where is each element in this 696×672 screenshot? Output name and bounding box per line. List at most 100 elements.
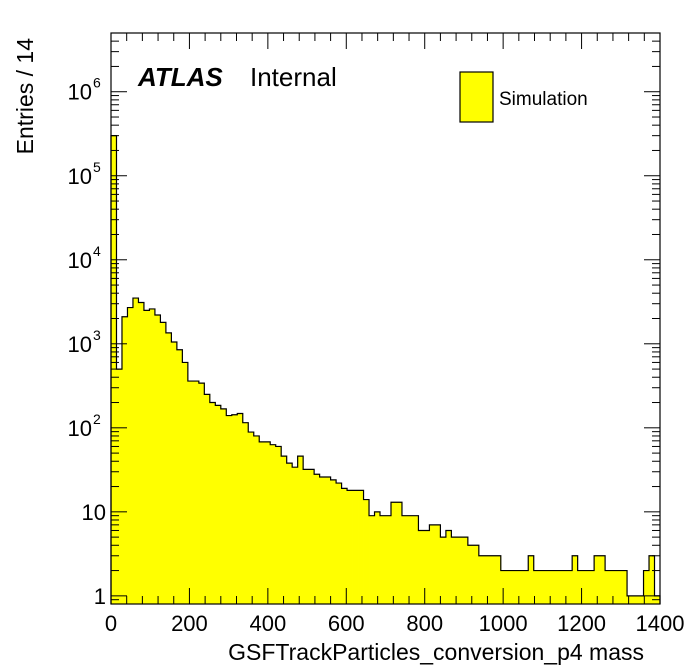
x-tick-label: 200 (171, 611, 208, 636)
histogram-bin (308, 469, 315, 604)
histogram-bin (292, 467, 299, 604)
histogram-bin (511, 570, 518, 604)
histogram-bin (204, 394, 211, 604)
histogram-bin (599, 555, 606, 604)
histogram-bin (638, 595, 644, 604)
histogram-bin (616, 570, 622, 604)
x-tick-label: 800 (406, 611, 443, 636)
y-tick-exponent: 4 (93, 243, 101, 259)
histogram-bin (456, 537, 463, 604)
y-tick-base: 10 (68, 416, 92, 441)
histogram-bin (445, 530, 452, 604)
histogram-bin (462, 537, 469, 604)
histogram-bin (121, 316, 128, 604)
histogram-bin (561, 570, 568, 604)
histogram-bin (539, 570, 546, 604)
histogram-bin (594, 555, 601, 604)
histogram-bin (138, 302, 145, 604)
y-tick-exponent: 5 (93, 159, 101, 175)
histogram-bin (160, 322, 167, 604)
histogram-bin (127, 307, 134, 604)
histogram-bin (632, 595, 639, 604)
histogram-bin (281, 456, 288, 604)
y-tick-base: 10 (82, 500, 106, 525)
histogram-bin (132, 298, 139, 604)
histogram-bin (500, 570, 507, 604)
histogram-bin (473, 545, 480, 604)
histogram-bin (198, 383, 205, 604)
x-tick-label: 1200 (557, 611, 606, 636)
internal-label: Internal (250, 62, 337, 92)
histogram-bin (451, 537, 458, 604)
histogram-bin (489, 555, 496, 604)
histogram-bin (149, 308, 156, 604)
y-tick-label: 10 4 (68, 243, 101, 273)
histogram-outline (110, 135, 661, 604)
histogram-bin (643, 570, 650, 604)
histogram-bin (517, 570, 524, 604)
histogram-bin (231, 414, 238, 604)
histogram-bin (418, 530, 425, 604)
histogram-bin (440, 537, 447, 604)
histogram-bin (506, 570, 513, 604)
histogram-bin (358, 490, 364, 604)
histogram-bin (566, 570, 573, 604)
histogram-bin (215, 405, 222, 604)
histogram-bin (649, 555, 655, 604)
axis-ticks (110, 32, 661, 605)
y-tick-label: 10 (82, 500, 106, 525)
y-tick-base: 1 (94, 584, 106, 609)
y-tick-base: 10 (68, 164, 92, 189)
y-axis-title: Entries / 14 (12, 38, 38, 155)
y-tick-label: 10 3 (68, 327, 101, 357)
histogram-bin (478, 555, 485, 604)
histogram-bin (297, 456, 304, 604)
histogram-bin (385, 515, 392, 604)
histogram-bin (270, 444, 277, 604)
histogram-bin (111, 135, 117, 604)
histogram-bin (253, 435, 260, 604)
histogram-bin (412, 515, 419, 604)
x-tick-label: 1400 (636, 611, 685, 636)
histogram-bin (588, 570, 595, 604)
y-tick-label: 10 5 (68, 159, 101, 189)
histogram-bin (182, 362, 189, 604)
histogram-bin (621, 570, 628, 604)
histogram-bin (286, 463, 293, 604)
y-tick-label: 1 (94, 584, 106, 609)
histogram-bin (187, 381, 194, 604)
histogram-bin (380, 515, 386, 604)
x-tick-labels: 0 200 400 600 800 1000 1200 1400 (105, 611, 685, 636)
histogram-bin (171, 342, 178, 604)
histogram-bin (605, 570, 611, 604)
legend-swatch-simulation (459, 71, 494, 123)
x-axis-title: GSFTrackParticles_conversion_p4 mass (228, 639, 644, 665)
y-tick-exponent: 2 (93, 411, 101, 427)
histogram-bin (319, 476, 326, 604)
histogram-bin (336, 483, 342, 604)
histogram-bin (423, 530, 430, 604)
histogram-bin (396, 502, 403, 604)
histogram-bin (275, 446, 282, 604)
histogram-bin (407, 515, 414, 604)
histogram-bars (111, 135, 661, 604)
histogram-bin (352, 490, 359, 604)
histogram-bin (209, 402, 216, 604)
histogram-bin (495, 555, 502, 604)
y-tick-label: 10 2 (68, 411, 101, 441)
y-tick-base: 10 (68, 248, 92, 273)
histogram-bin (116, 369, 123, 604)
histogram-bin (347, 490, 353, 604)
x-tick-label: 400 (249, 611, 286, 636)
histogram-bin (242, 422, 249, 604)
y-tick-exponent: 3 (93, 327, 101, 343)
histogram-bin (220, 408, 227, 604)
histogram-bin (544, 570, 551, 604)
histogram-bin (193, 381, 200, 604)
legend: Simulation (459, 71, 588, 123)
histogram-bin (522, 570, 529, 604)
x-tick-label: 600 (328, 611, 365, 636)
histogram-bin (330, 479, 337, 604)
histogram-bin (176, 349, 183, 604)
